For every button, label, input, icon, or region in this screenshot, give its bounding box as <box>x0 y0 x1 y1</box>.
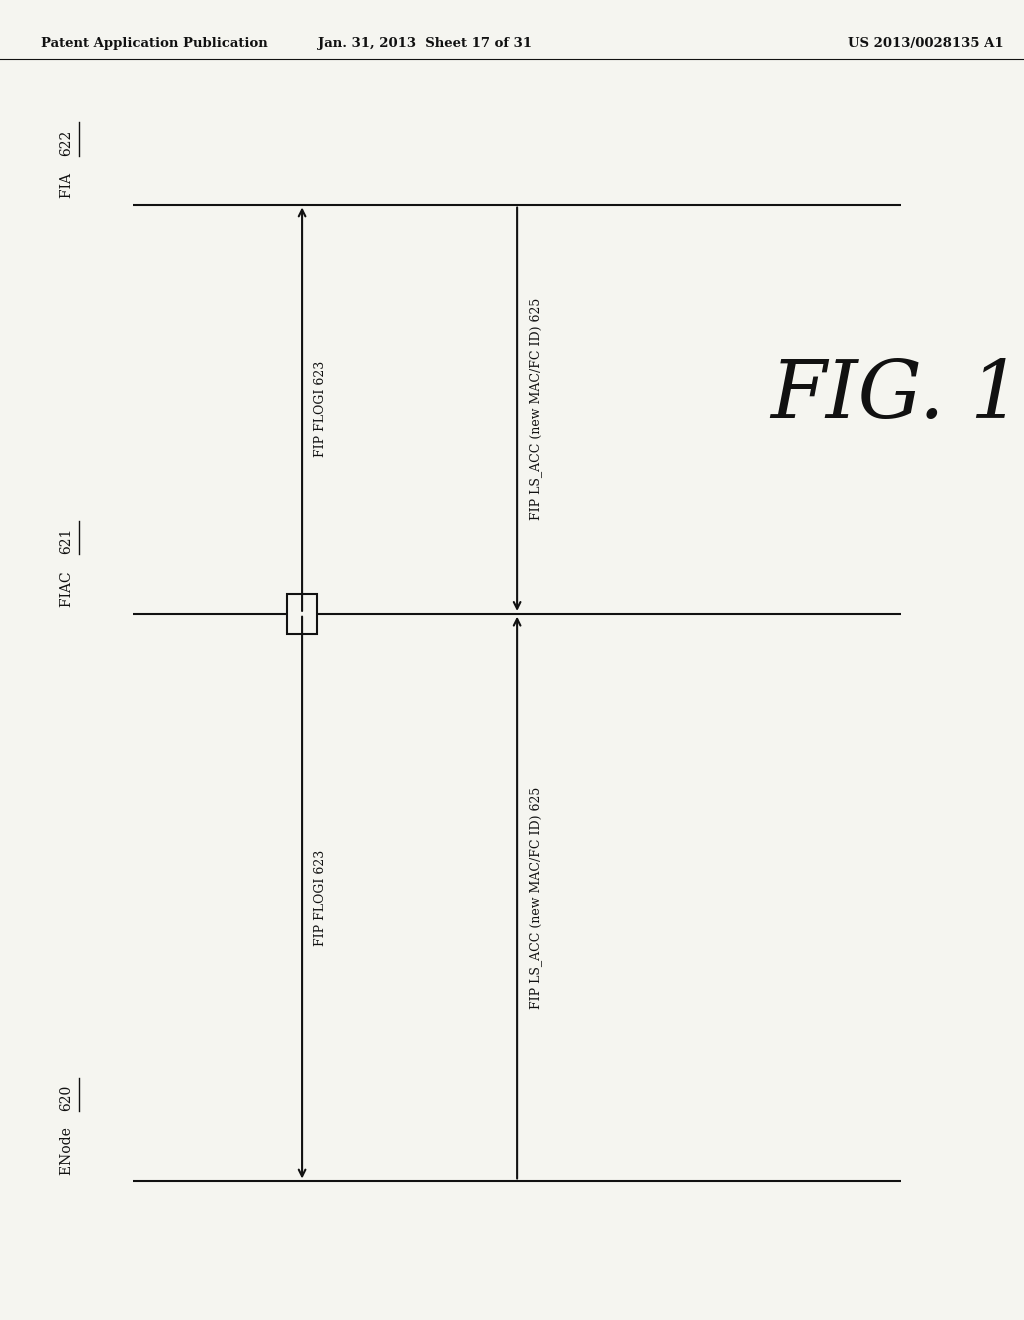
Text: FIAC: FIAC <box>59 568 74 607</box>
Text: FIP FLOGI 623: FIP FLOGI 623 <box>314 362 328 457</box>
Text: 622: 622 <box>59 129 74 156</box>
Text: 621: 621 <box>59 528 74 554</box>
Text: ENode: ENode <box>59 1122 74 1175</box>
Bar <box>287 594 317 634</box>
Text: 620: 620 <box>59 1085 74 1111</box>
Text: FIA: FIA <box>59 169 74 198</box>
Text: Patent Application Publication: Patent Application Publication <box>41 37 267 50</box>
Text: FIG. 17: FIG. 17 <box>770 358 1024 434</box>
Text: US 2013/0028135 A1: US 2013/0028135 A1 <box>848 37 1004 50</box>
Text: FIP LS_ACC (new MAC/FC ID) 625: FIP LS_ACC (new MAC/FC ID) 625 <box>529 787 543 1008</box>
Text: Jan. 31, 2013  Sheet 17 of 31: Jan. 31, 2013 Sheet 17 of 31 <box>318 37 531 50</box>
Text: FIP FLOGI 623: FIP FLOGI 623 <box>314 850 328 945</box>
Text: FIP LS_ACC (new MAC/FC ID) 625: FIP LS_ACC (new MAC/FC ID) 625 <box>529 298 543 520</box>
